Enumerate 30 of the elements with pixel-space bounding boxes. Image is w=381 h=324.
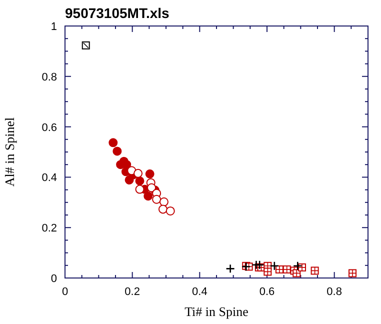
point [166, 206, 175, 216]
y-tick-label: 0.8 [42, 71, 57, 84]
chart-title: 95073105MT.xls [65, 5, 170, 21]
point [254, 260, 264, 270]
x-tick-label: 0.6 [259, 286, 275, 298]
point [270, 261, 280, 271]
point [158, 204, 168, 214]
point [292, 261, 302, 271]
point [152, 194, 162, 204]
point [144, 192, 153, 201]
y-tick-label: 1 [50, 21, 57, 33]
y-tick-label: 0.4 [42, 172, 57, 184]
point [112, 146, 122, 156]
x-tick-label: 0.8 [326, 286, 342, 298]
y-tick-label: 0 [50, 273, 57, 285]
y-tick-label: 0.2 [42, 222, 57, 235]
x-axis-title: Ti# in Spine [184, 304, 249, 319]
y-tick-label: 0.6 [42, 122, 57, 134]
point [145, 169, 154, 178]
x-tick-label: 0 [62, 286, 68, 298]
x-tick-label: 0.4 [192, 286, 208, 298]
point [135, 176, 144, 186]
point [226, 264, 235, 274]
point [108, 138, 118, 148]
point [134, 168, 143, 178]
x-tick-label: 0.2 [124, 286, 140, 298]
point [135, 184, 144, 194]
point [159, 197, 168, 206]
y-axis-title: Al# in Spinel [2, 116, 17, 187]
point [147, 183, 156, 192]
